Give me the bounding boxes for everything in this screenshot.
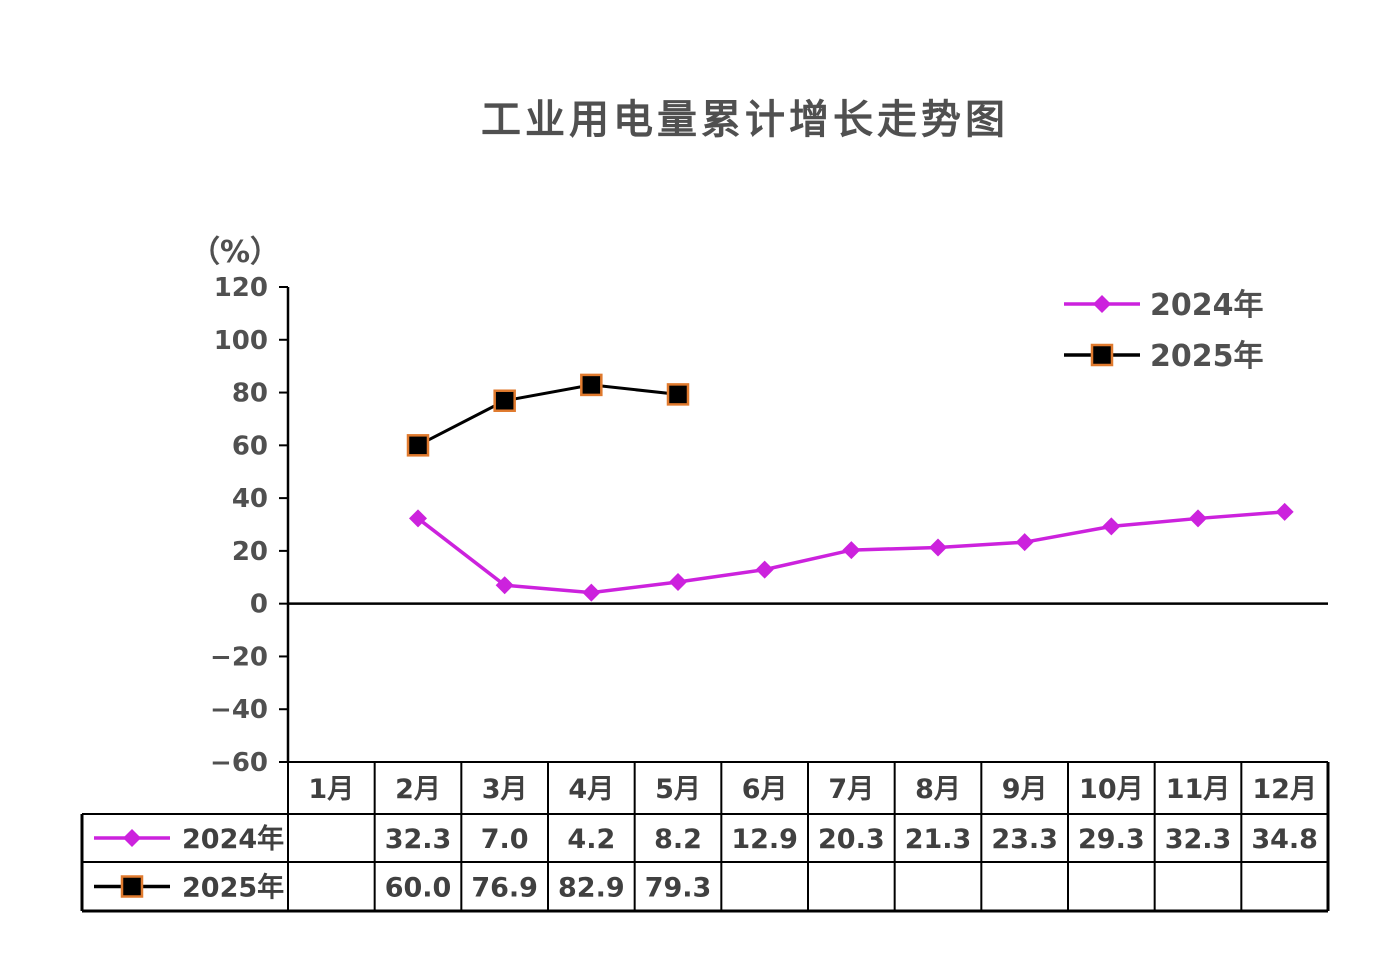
table-cell-value: 12.9 [731,824,798,855]
series-2-point [666,383,690,406]
x-category-label: 2月 [395,774,441,805]
x-category-label: 11月 [1166,774,1231,805]
table-cell-value: 8.2 [654,824,702,855]
legend: 2024年 2025年 [1064,288,1264,374]
data-table: 1月 2月 3月 4月 5月 6月 7月 8月 9月 10月 11月 12月 2024年 32.3 7.0 4… [80,761,1330,913]
table-cell-value: 7.0 [481,824,529,855]
table-cell-value: 60.0 [385,873,452,904]
x-category-label: 3月 [482,774,528,805]
table-cell-value: 4.2 [567,824,615,855]
series-1-point [1275,502,1294,521]
series-2-point [493,389,516,412]
y-tick-label: −20 [210,642,268,672]
series-2-point [580,373,603,397]
table-cell-value: 20.3 [818,824,885,855]
x-category-label: 8月 [915,774,961,805]
y-axis-unit: （%） [190,235,280,270]
series-1-point [1189,509,1207,528]
x-category-label: 1月 [308,774,354,805]
legend-marker-1 [1093,295,1111,313]
table-cell-value: 21.3 [905,824,972,855]
table-cell-value: 34.8 [1251,824,1318,855]
y-tick-label: −60 [210,748,268,778]
y-tick-label: 60 [232,431,268,461]
x-category-label: 4月 [568,774,614,805]
table-cell-value: 32.3 [1165,824,1232,855]
table-cell-value: 23.3 [991,824,1058,855]
x-category-label: 12月 [1252,774,1317,805]
series-1-point [669,573,687,592]
x-category-label: 10月 [1079,774,1144,805]
x-category-label: 9月 [1002,774,1048,805]
series-1-point [1015,533,1034,552]
y-tick-label: 20 [232,537,268,567]
chart-title: 工业用电量累计增长走势图 [481,97,1009,143]
x-category-label: 5月 [655,774,701,805]
series-1-point [1102,517,1121,536]
table-cell-value: 29.3 [1078,824,1145,855]
x-category-label: 7月 [828,774,874,805]
y-tick-label: −40 [210,695,268,725]
y-tick-label: 0 [250,590,268,620]
table-cell-value: 32.3 [385,824,452,855]
table-key-marker-1 [123,829,141,847]
series-2-point [406,434,430,457]
y-tick-label: 80 [232,379,268,409]
legend-marker-2 [1090,343,1114,367]
legend-label-1: 2024年 [1150,288,1264,323]
legend-label-2: 2025年 [1150,339,1264,374]
table-cell-value: 79.3 [645,873,712,904]
table-cell-value: 76.9 [471,873,538,904]
series-1-point [755,560,774,579]
table-row-label-1: 2024年 [182,823,284,855]
y-tick-label: 120 [214,273,268,303]
series-1-point [842,541,861,560]
plot-area [406,373,1294,602]
axes: 120 100 80 60 40 20 0 −20 −40 −60 [210,273,1328,778]
table-key-marker-2 [120,875,144,898]
y-tick-label: 100 [214,326,268,356]
table-row-label-2: 2025年 [182,872,284,904]
table-cell-value: 82.9 [558,873,625,904]
series-1-point [582,583,601,602]
y-tick-label: 40 [232,484,268,514]
series-1-point [495,576,514,595]
series-1-point [929,538,947,557]
series-line-2 [417,383,679,447]
x-category-label: 6月 [742,774,788,805]
series-1-point [409,509,427,528]
